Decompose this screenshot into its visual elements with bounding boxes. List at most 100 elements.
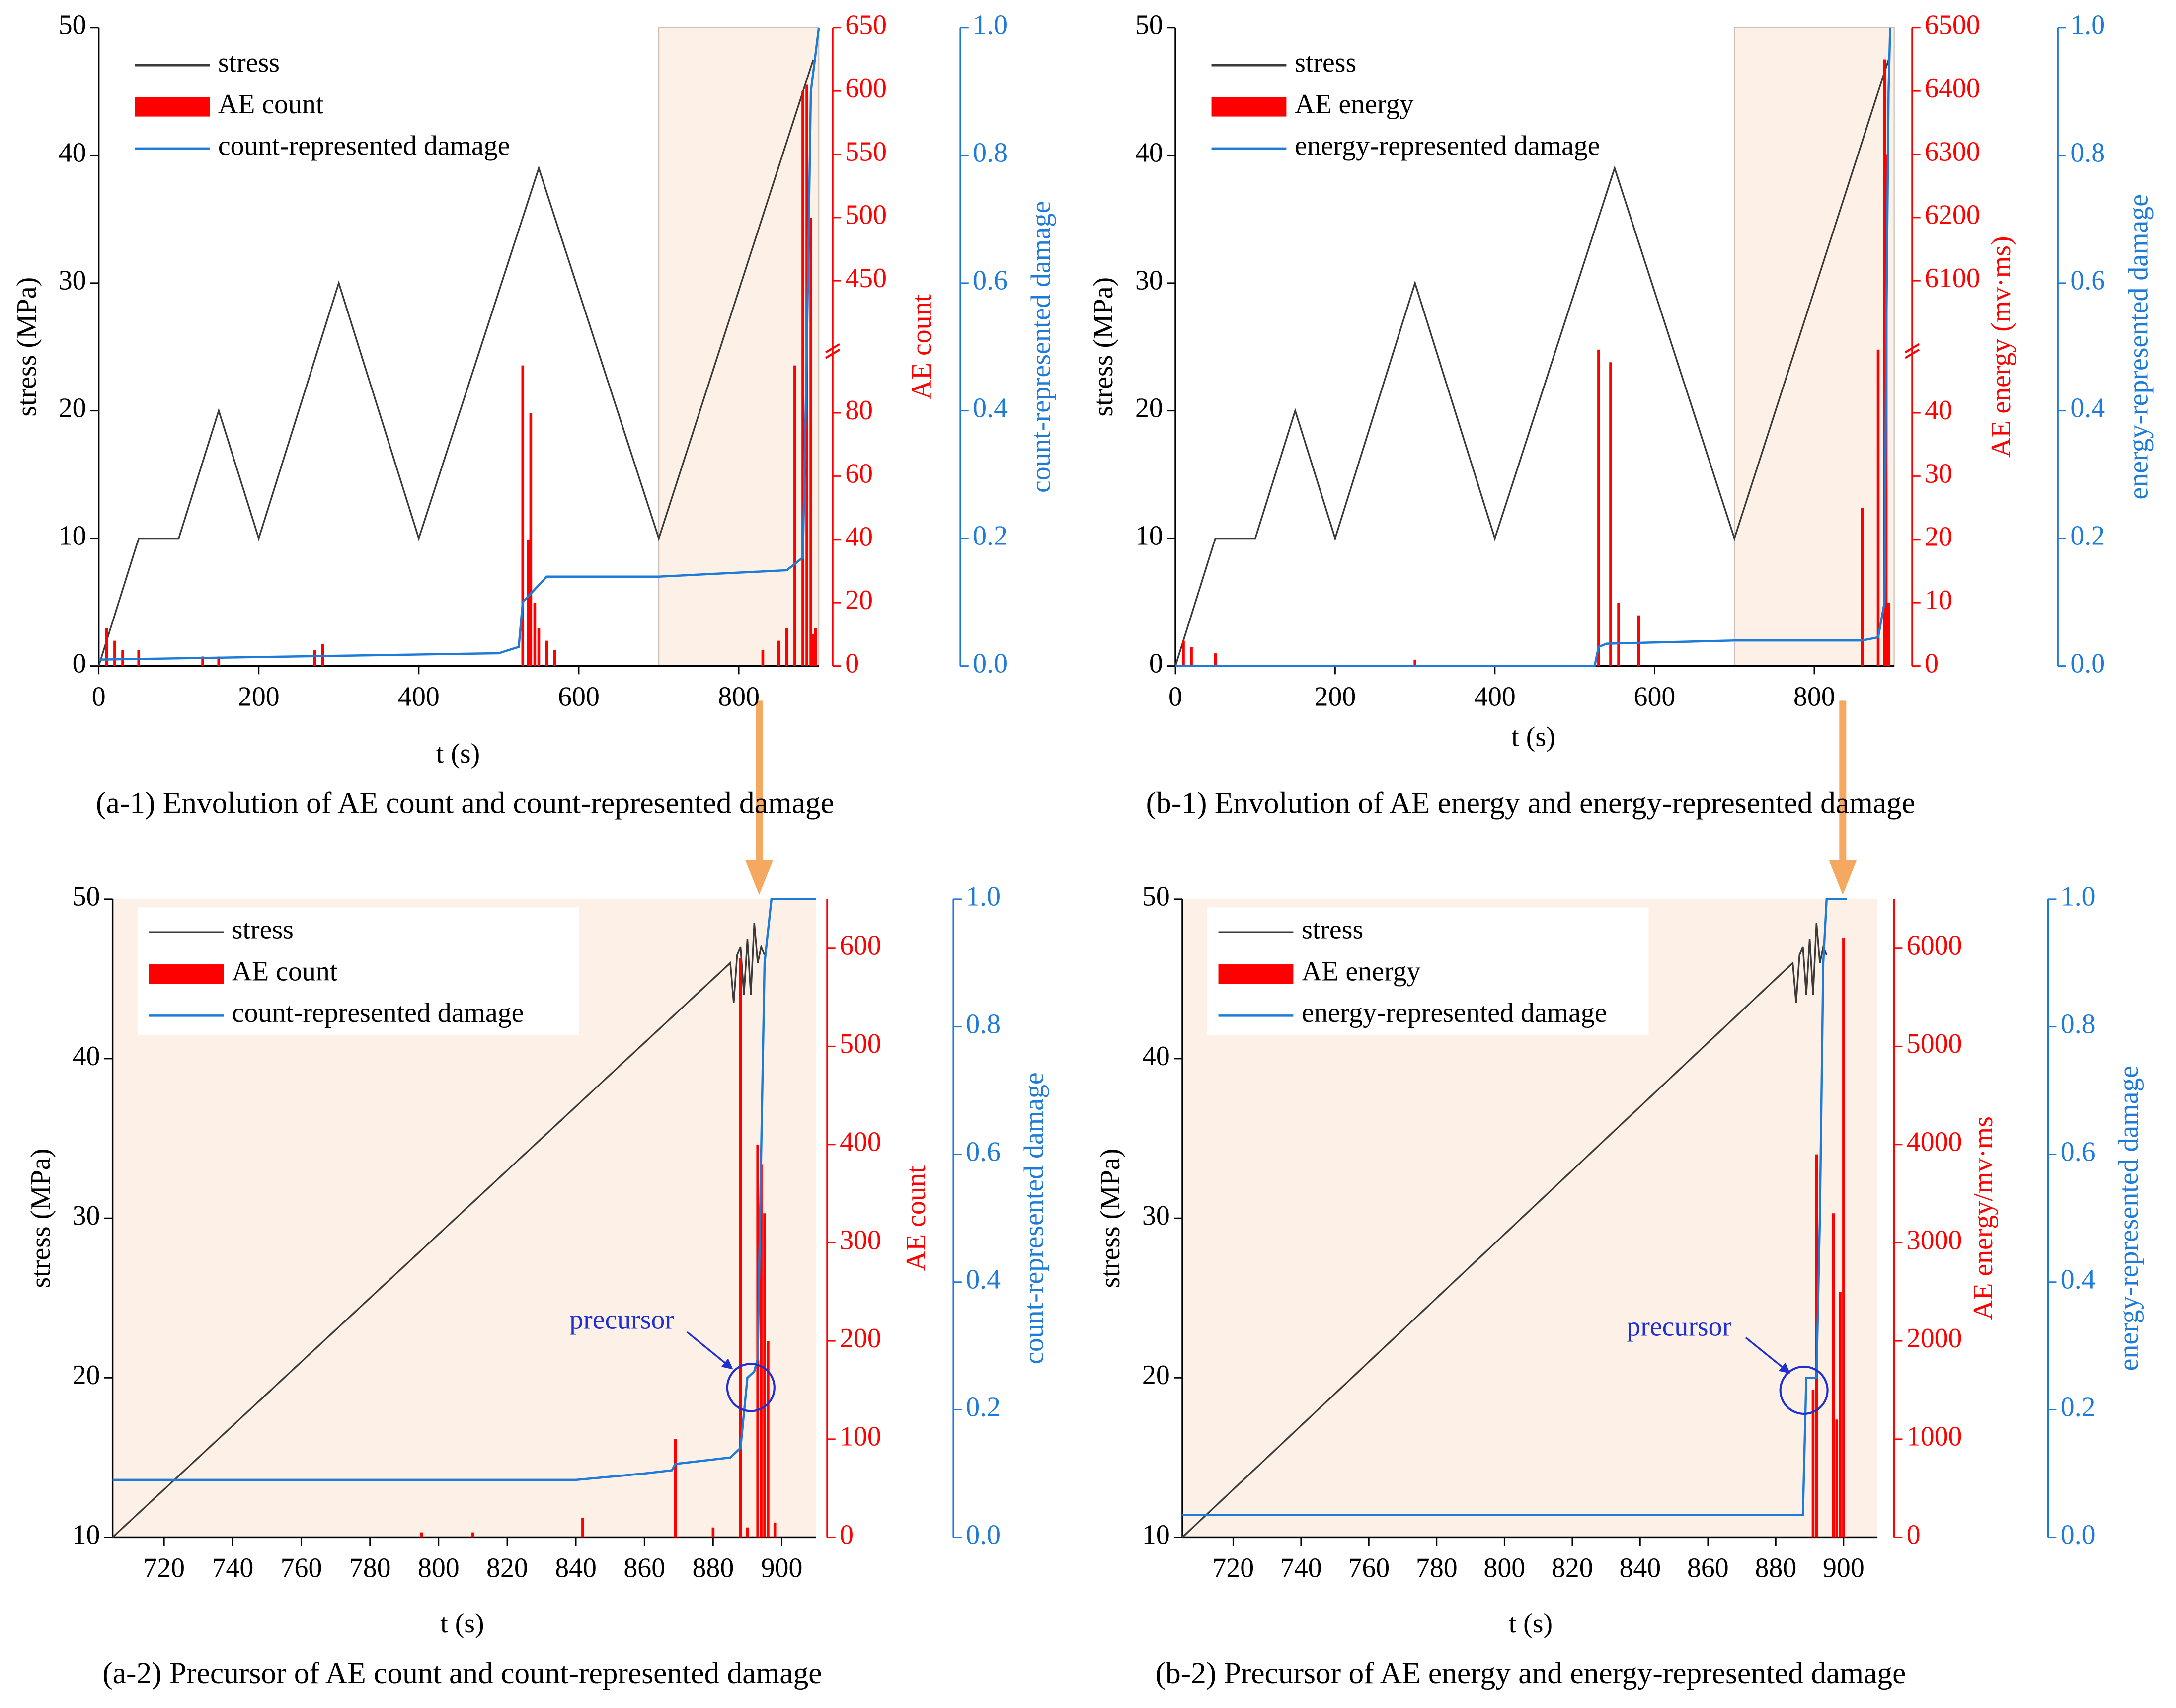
x-axis-label: t (s) xyxy=(436,738,480,769)
bar xyxy=(1842,938,1845,1538)
x-tick-label: 860 xyxy=(1687,1553,1729,1583)
x-tick-label: 720 xyxy=(143,1553,185,1583)
y-axis-label: AE energy/mv·ms xyxy=(1968,1116,1999,1320)
y-tick-label: 0 xyxy=(73,648,86,679)
y-tick-label: 0.4 xyxy=(2070,392,2105,423)
bar xyxy=(1832,1213,1835,1538)
y-tick-label: 0.2 xyxy=(966,1392,1001,1422)
y-tick-label: 6400 xyxy=(1925,73,1980,104)
y-tick-label: 500 xyxy=(845,200,887,231)
bar xyxy=(113,640,116,666)
annotation-arrow xyxy=(686,1331,733,1370)
x-tick-label: 860 xyxy=(623,1553,665,1583)
y-tick-label: 10 xyxy=(59,520,86,551)
bar xyxy=(1597,349,1600,666)
bar xyxy=(201,656,204,666)
x-tick-label: 800 xyxy=(1483,1553,1525,1583)
y-tick-label: 6100 xyxy=(1925,263,1980,294)
y-tick-label: 1000 xyxy=(1907,1421,1962,1452)
y-tick-label: 1.0 xyxy=(2070,10,2105,41)
legend-label: AE count xyxy=(232,956,338,987)
x-tick-label: 0 xyxy=(92,681,106,712)
bar xyxy=(313,650,316,666)
bar xyxy=(746,1527,749,1538)
bar xyxy=(674,1439,677,1538)
x-tick-label: 720 xyxy=(1212,1553,1254,1583)
y-axis-label: stress (MPa) xyxy=(11,277,42,417)
x-tick-label: 820 xyxy=(1552,1553,1593,1583)
series-line xyxy=(98,27,820,661)
y-axis-label: AE energy (mv·ms) xyxy=(1986,236,2017,458)
bar xyxy=(739,958,742,1538)
bar xyxy=(545,640,548,666)
x-tick-label: 760 xyxy=(1348,1553,1390,1583)
caption: (a-1) Envolution of AE count and count-r… xyxy=(96,786,834,820)
y-tick-label: 5000 xyxy=(1907,1028,1962,1059)
y-tick-label: 300 xyxy=(840,1225,881,1255)
bar xyxy=(1637,615,1640,666)
x-axis-label: t (s) xyxy=(440,1608,484,1639)
bar xyxy=(471,1532,474,1538)
y-tick-label: 0.6 xyxy=(966,1136,1001,1167)
legend-label: energy-represented damage xyxy=(1302,998,1607,1028)
y-tick-label: 4000 xyxy=(1907,1127,1962,1158)
bar xyxy=(809,217,812,666)
x-tick-label: 880 xyxy=(1755,1553,1796,1583)
annotation: precursor xyxy=(1627,1311,1731,1342)
y-tick-label: 600 xyxy=(840,930,881,961)
highlight-region xyxy=(658,27,820,667)
y-tick-label: 10 xyxy=(73,1519,100,1550)
bar xyxy=(763,1213,766,1538)
y-tick-label: 20 xyxy=(59,392,86,423)
y-tick-label: 0 xyxy=(1907,1519,1921,1550)
y-tick-label: 80 xyxy=(845,395,873,426)
y-tick-label: 550 xyxy=(845,136,887,167)
y-tick-label: 30 xyxy=(73,1200,100,1231)
y-tick-label: 50 xyxy=(73,881,100,912)
bar xyxy=(773,1522,777,1538)
legend-label: energy-represented damage xyxy=(1295,131,1600,161)
y-tick-label: 650 xyxy=(845,10,887,41)
flow-arrow-head xyxy=(745,860,774,895)
bar xyxy=(1835,1419,1839,1538)
series-line xyxy=(112,923,766,1538)
x-tick-label: 780 xyxy=(349,1553,391,1583)
series-line xyxy=(1181,923,1828,1538)
x-tick-label: 840 xyxy=(1619,1553,1661,1583)
y-tick-label: 10 xyxy=(1135,520,1163,551)
x-tick-label: 880 xyxy=(693,1553,734,1583)
bar xyxy=(711,1527,715,1538)
bar xyxy=(1883,59,1886,666)
y-tick-label: 20 xyxy=(1142,1360,1170,1391)
x-tick-label: 740 xyxy=(212,1553,253,1583)
x-tick-label: 600 xyxy=(1634,681,1676,712)
legend-label: count-represented damage xyxy=(218,131,510,161)
y-tick-label: 0.8 xyxy=(2070,138,2105,168)
y-tick-label: 0.4 xyxy=(966,1264,1001,1295)
bar xyxy=(1861,508,1864,666)
bar xyxy=(793,365,796,666)
x-tick-label: 0 xyxy=(1168,681,1182,712)
y-tick-label: 0.6 xyxy=(973,265,1008,296)
bar xyxy=(321,643,324,666)
legend-swatch xyxy=(1218,964,1294,984)
y-axis-label: AE count xyxy=(906,294,937,399)
bar xyxy=(1413,659,1416,666)
axis-break xyxy=(825,349,841,359)
bar xyxy=(553,650,556,666)
x-tick-label: 900 xyxy=(761,1553,803,1583)
x-tick-label: 200 xyxy=(1315,681,1356,712)
x-tick-label: 760 xyxy=(281,1553,322,1583)
legend-swatch xyxy=(149,964,224,984)
y-tick-label: 0 xyxy=(845,648,859,679)
bar xyxy=(1609,362,1612,666)
y-axis-label: energy-represented damage xyxy=(2123,194,2154,499)
flow-arrow-head xyxy=(1829,860,1857,895)
y-tick-label: 40 xyxy=(59,138,86,168)
bar xyxy=(767,1341,770,1538)
y-tick-label: 10 xyxy=(1142,1519,1170,1550)
y-tick-label: 0.6 xyxy=(2070,265,2105,296)
y-tick-label: 40 xyxy=(1135,138,1163,168)
bar xyxy=(785,628,788,666)
